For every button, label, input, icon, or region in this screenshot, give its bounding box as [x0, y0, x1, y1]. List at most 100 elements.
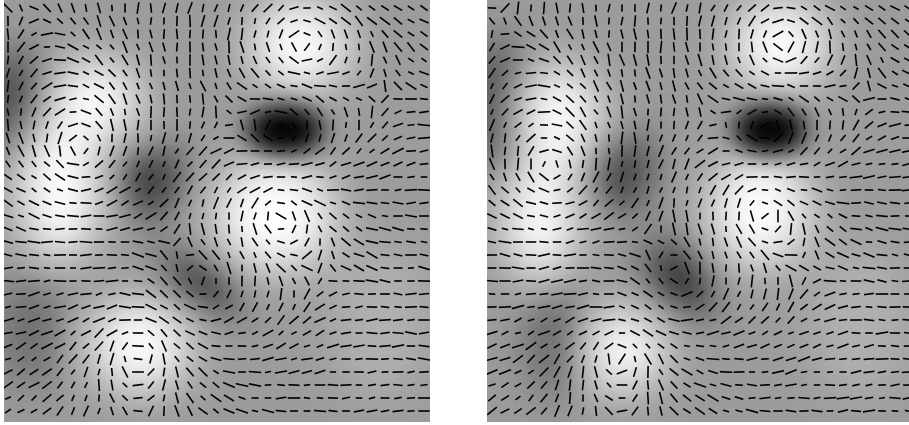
field-segment: [342, 307, 350, 308]
field-segment: [121, 255, 129, 256]
field-segment: [564, 294, 577, 295]
field-segment: [381, 255, 390, 256]
field-segment: [648, 380, 649, 389]
field-segment: [661, 18, 662, 25]
field-segment: [82, 177, 91, 178]
field-segment: [648, 135, 649, 141]
field-segment: [772, 86, 784, 87]
field-segment: [843, 108, 844, 116]
field-segment: [393, 385, 402, 386]
field-segment: [333, 43, 334, 51]
field-segment: [512, 229, 523, 230]
field-segment: [904, 203, 909, 204]
field-segment: [340, 385, 351, 386]
field-segment: [138, 30, 139, 39]
field-segment: [8, 119, 9, 131]
field-segment: [787, 398, 794, 399]
field-segment: [596, 158, 597, 171]
field-segment: [891, 359, 900, 360]
field-segment: [577, 229, 589, 230]
field-segment: [866, 307, 873, 308]
field-segment: [878, 190, 886, 191]
field-segment: [8, 95, 9, 103]
field-segment: [190, 30, 191, 38]
field-segment: [43, 229, 51, 230]
field-segment: [55, 242, 65, 243]
field-segment: [238, 359, 246, 360]
field-segment: [186, 255, 194, 256]
field-segment: [107, 255, 117, 256]
field-segment: [216, 213, 217, 220]
field-segment: [902, 372, 909, 373]
field-segment: [609, 148, 610, 154]
field-segment: [55, 229, 64, 230]
field-segment: [801, 372, 807, 373]
field-segment: [420, 99, 428, 100]
field-segment: [134, 281, 143, 282]
field-segment: [801, 190, 807, 191]
field-segment: [539, 242, 548, 243]
field-segment: [648, 407, 649, 416]
field-segment: [852, 333, 861, 334]
field-segment: [700, 29, 701, 39]
field-segment: [125, 109, 126, 115]
field-segment: [69, 242, 78, 243]
field-segment: [177, 69, 178, 78]
field-segment: [223, 359, 234, 360]
field-segment: [824, 398, 836, 399]
field-segment: [775, 398, 781, 399]
field-segment: [851, 411, 861, 412]
field-segment: [593, 294, 599, 295]
field-segment: [710, 346, 717, 347]
field-segment: [420, 307, 429, 308]
field-segment: [735, 385, 743, 386]
field-segment: [177, 95, 178, 104]
field-segment: [648, 392, 649, 405]
field-segment: [164, 29, 165, 39]
field-segment: [661, 5, 662, 12]
field-segment: [405, 307, 417, 308]
field-segment: [151, 106, 152, 118]
field-segment: [526, 281, 536, 282]
field-segment: [242, 17, 243, 25]
field-segment: [418, 190, 430, 191]
field-segment: [317, 398, 324, 399]
field-segment: [827, 372, 833, 373]
field-segment: [328, 385, 339, 386]
field-segment: [81, 229, 91, 230]
field-segment: [708, 138, 719, 139]
field-segment: [839, 320, 847, 321]
field-segment: [726, 43, 727, 50]
field-segment: [892, 320, 899, 321]
field-segment: [526, 255, 537, 256]
field-segment: [408, 125, 415, 126]
field-segment: [420, 385, 427, 386]
field-segment: [760, 385, 770, 386]
field-segment: [212, 346, 221, 347]
field-segment: [700, 278, 701, 284]
field-segment: [544, 2, 545, 14]
field-segment: [902, 320, 909, 321]
field-segment: [761, 359, 769, 360]
field-segment: [830, 41, 831, 54]
field-segment: [203, 30, 204, 39]
field-segment: [707, 359, 720, 360]
field-segment: [879, 164, 886, 165]
field-segment: [749, 398, 756, 399]
field-segment: [765, 278, 766, 284]
field-segment: [553, 255, 562, 256]
field-segment: [381, 203, 389, 204]
field-segment: [394, 242, 401, 243]
field-segment: [851, 190, 862, 191]
field-segment: [21, 108, 22, 115]
field-segment: [760, 411, 771, 412]
field-segment: [825, 385, 835, 386]
field-segment: [407, 112, 416, 113]
field-segment: [405, 190, 418, 191]
figure: [0, 0, 909, 425]
field-segment: [892, 164, 899, 165]
field-segment: [687, 16, 688, 26]
field-segment: [407, 229, 415, 230]
field-segment: [229, 224, 230, 233]
field-segment: [891, 112, 900, 113]
